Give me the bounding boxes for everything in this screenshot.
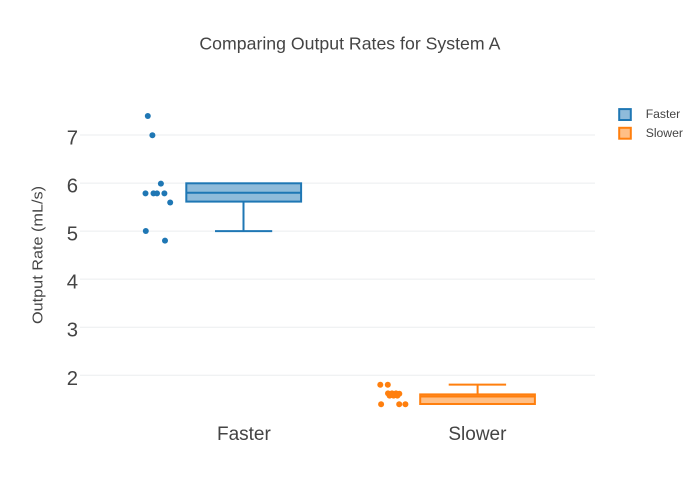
svg-text:7: 7 xyxy=(67,128,78,150)
svg-text:Slower: Slower xyxy=(646,126,683,140)
svg-text:2: 2 xyxy=(67,368,78,390)
svg-text:Slower: Slower xyxy=(448,424,507,445)
svg-text:4: 4 xyxy=(67,272,78,294)
svg-text:Comparing Output Rates for Sys: Comparing Output Rates for System A xyxy=(199,34,500,54)
svg-text:6: 6 xyxy=(67,176,78,198)
svg-text:5: 5 xyxy=(67,224,78,246)
svg-text:Faster: Faster xyxy=(646,107,681,121)
svg-text:Output Rate (mL/s): Output Rate (mL/s) xyxy=(31,186,47,324)
svg-text:3: 3 xyxy=(67,320,78,342)
svg-text:Faster: Faster xyxy=(217,424,272,445)
